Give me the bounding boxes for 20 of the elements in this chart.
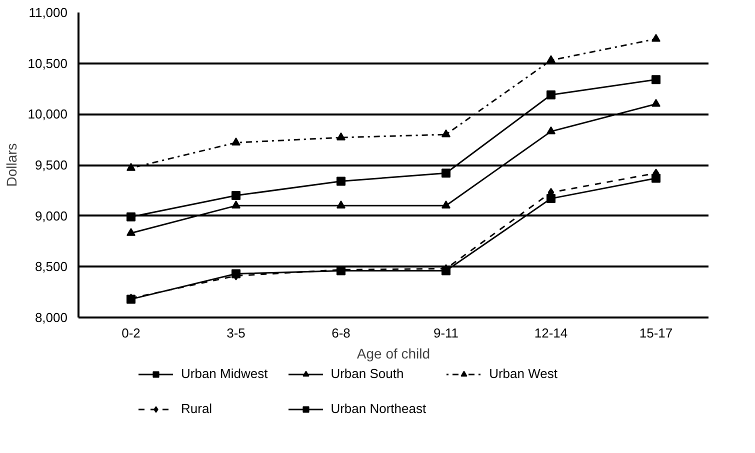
legend-label: Urban West — [489, 366, 558, 381]
x-tick-label: 12-14 — [534, 326, 568, 340]
y-tick-label: 11,000 — [28, 5, 68, 20]
y-tick-label: 10,000 — [28, 106, 68, 122]
y-tick-label: 10,500 — [28, 56, 68, 71]
x-tick-label: 3-5 — [226, 326, 246, 340]
x-tick-label: 0-2 — [122, 326, 140, 340]
y-tick-label: 8,500 — [34, 259, 68, 274]
y-tick-label: 9,000 — [34, 208, 68, 224]
y-tick-label: 8,000 — [34, 310, 68, 325]
x-tick-label: 9-11 — [433, 326, 459, 340]
legend-label: Rural — [181, 401, 212, 416]
legend-label: Urban Midwest — [181, 366, 268, 381]
legend-label: Urban Northeast — [330, 401, 426, 416]
x-axis-title: Age of child — [356, 346, 430, 362]
x-tick-label: 6-8 — [332, 326, 350, 340]
legend-label: Urban South — [330, 366, 404, 381]
y-tick-label: 9,500 — [34, 158, 68, 172]
y-axis-title: Dollars — [4, 143, 20, 187]
x-tick-label: 15-17 — [639, 326, 673, 340]
